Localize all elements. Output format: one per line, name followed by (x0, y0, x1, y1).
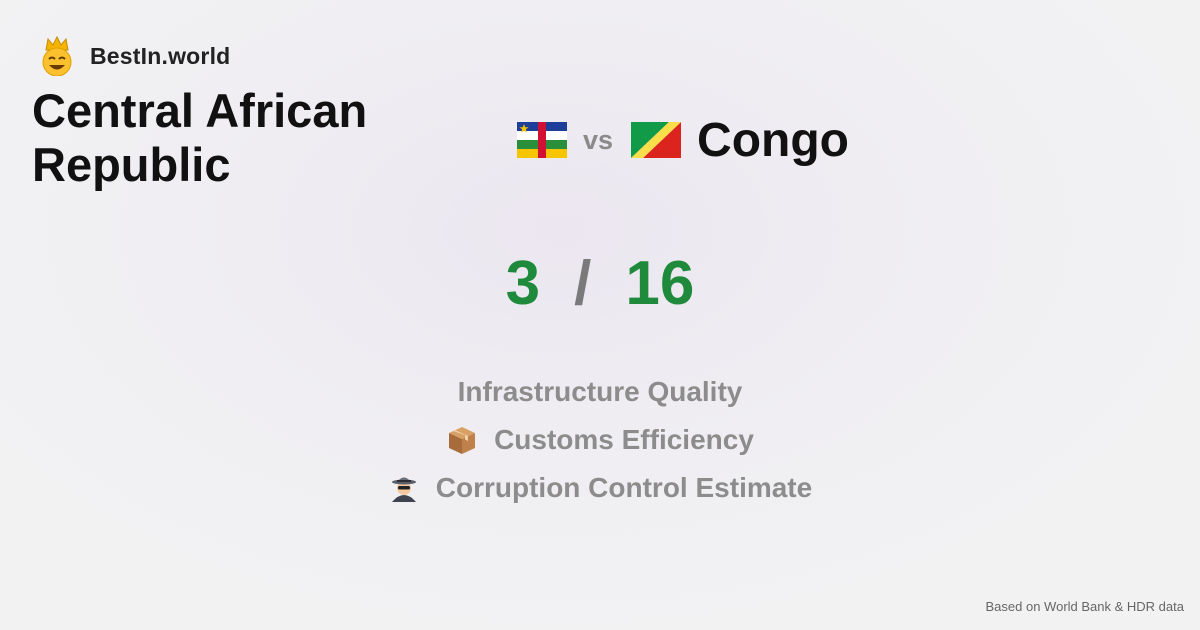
smiling-crown-icon (42, 36, 72, 76)
vs-label: vs (583, 124, 614, 155)
detective-icon (391, 477, 416, 502)
metric-label: Customs Efficiency (494, 424, 754, 455)
score: 3 / 16 (0, 248, 1200, 320)
metrics-list: Infrastructure Quality Customs Efficienc… (0, 368, 1200, 512)
versus-row: vs Congo (517, 110, 849, 170)
country-left-name: Central African Republic (32, 84, 368, 191)
package-icon (449, 427, 476, 454)
score-left: 3 (505, 249, 541, 318)
country-right-name: Congo (697, 113, 849, 167)
congo-flag-icon (631, 122, 682, 158)
metric-customs-efficiency: Customs Efficiency (0, 416, 1200, 464)
brand-name: BestIn.world (90, 42, 231, 69)
brand[interactable]: BestIn.world (38, 36, 230, 76)
metric-corruption-control-estimate: Corruption Control Estimate (0, 464, 1200, 512)
metric-label: Infrastructure Quality (457, 376, 743, 407)
score-right: 16 (625, 249, 695, 318)
metric-infrastructure-quality: Infrastructure Quality (0, 368, 1200, 416)
metric-label: Corruption Control Estimate (435, 472, 813, 503)
data-source-note: Based on World Bank & HDR data (985, 599, 1184, 614)
score-separator: / (574, 249, 592, 318)
central-african-republic-flag-icon (517, 122, 567, 158)
